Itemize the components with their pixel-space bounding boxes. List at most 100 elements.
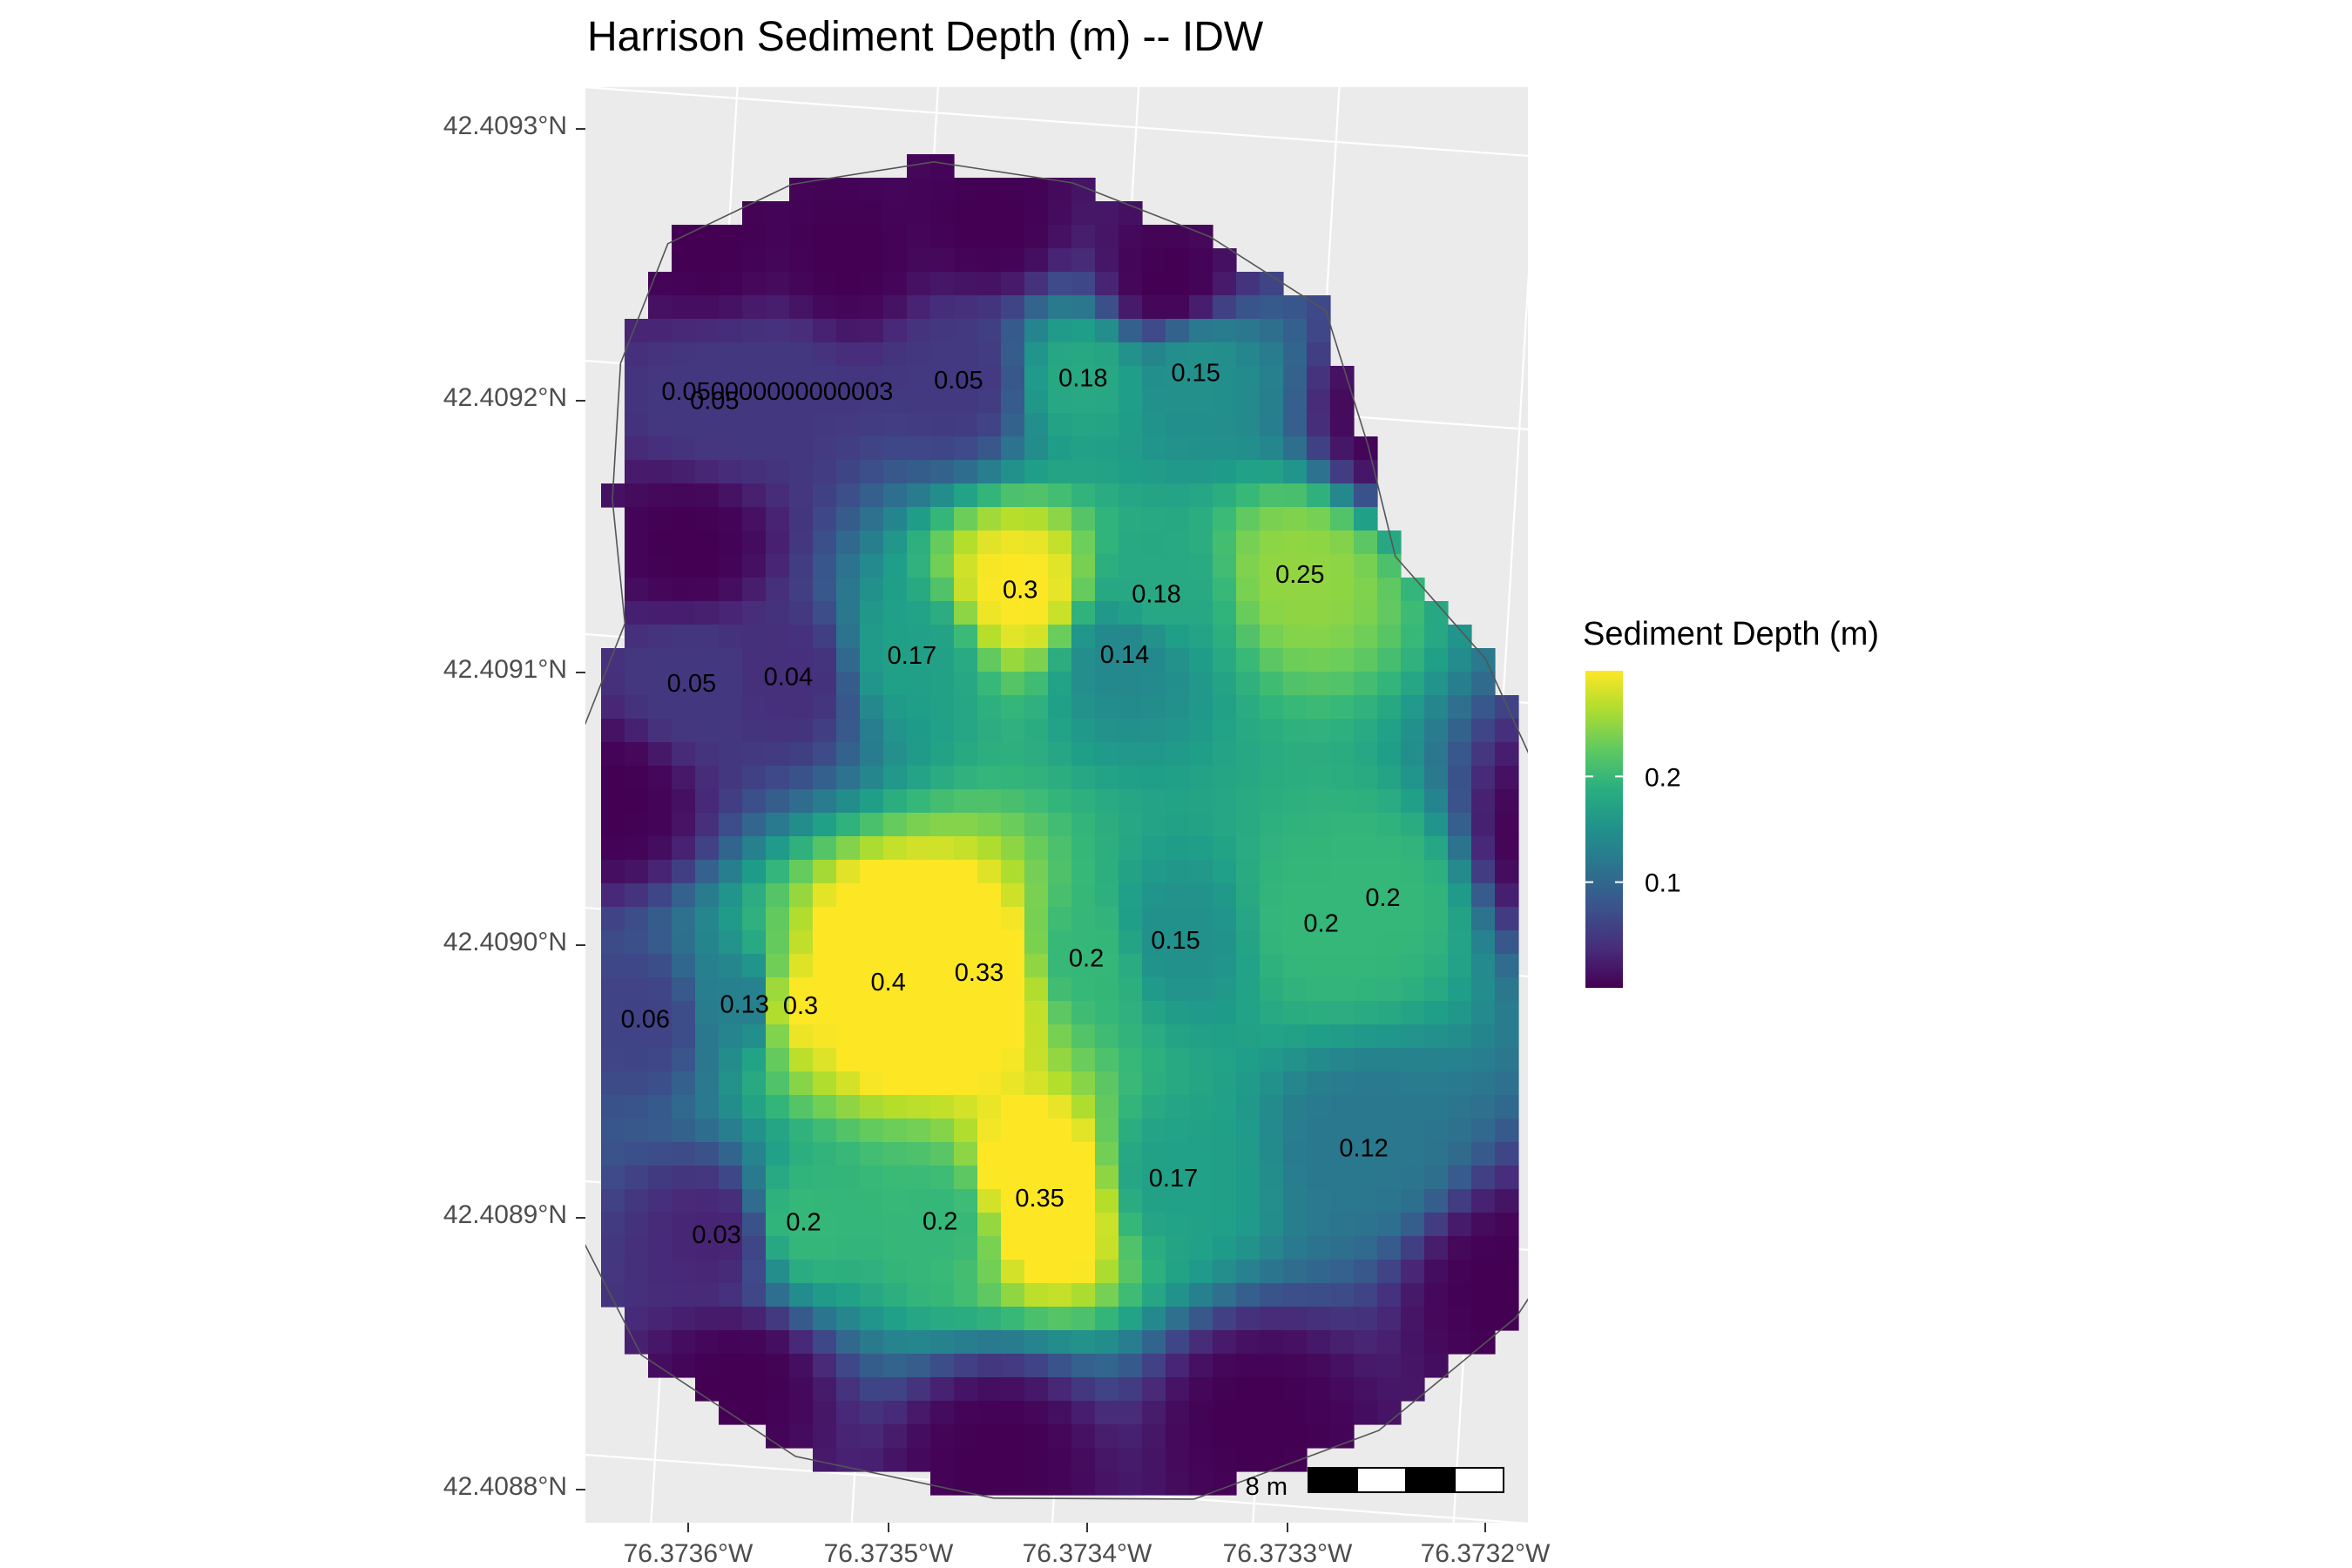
- raster-cell: [789, 1119, 814, 1143]
- raster-cell: [1424, 1307, 1449, 1331]
- raster-cell: [977, 719, 1002, 743]
- raster-cell: [860, 1001, 884, 1025]
- raster-cell: [1213, 1401, 1237, 1425]
- raster-cell: [1119, 248, 1143, 273]
- raster-cell: [1119, 272, 1143, 296]
- raster-cell: [1236, 1071, 1260, 1096]
- raster-cell: [1048, 1354, 1072, 1378]
- raster-cell: [1119, 1307, 1143, 1331]
- raster-cell: [1166, 1189, 1190, 1213]
- raster-cell: [1424, 1330, 1449, 1355]
- raster-cell: [954, 977, 978, 1002]
- raster-cell: [930, 413, 955, 437]
- raster-cell: [1166, 413, 1190, 437]
- raster-cell: [1024, 907, 1049, 931]
- raster-cell: [977, 1471, 1002, 1496]
- raster-cell: [977, 1330, 1002, 1355]
- raster-cell: [836, 836, 861, 861]
- raster-cell: [1330, 601, 1355, 625]
- raster-cell: [1048, 1142, 1072, 1166]
- raster-cell: [1024, 1354, 1049, 1378]
- raster-cell: [1213, 1448, 1237, 1472]
- raster-cell: [1048, 272, 1072, 296]
- x-tick-label: 76.3736°W: [624, 1539, 754, 1568]
- raster-cell: [1283, 883, 1308, 908]
- raster-cell: [601, 930, 625, 955]
- raster-cell: [1189, 1236, 1213, 1260]
- raster-cell: [1213, 789, 1237, 814]
- raster-cell: [1401, 719, 1425, 743]
- raster-cell: [1330, 1071, 1355, 1096]
- raster-cell: [930, 460, 955, 484]
- raster-cell: [766, 625, 790, 649]
- raster-cell: [648, 789, 672, 814]
- raster-cell: [1448, 1048, 1472, 1072]
- raster-cell: [954, 554, 978, 578]
- raster-cell: [1236, 1001, 1260, 1025]
- raster-cell: [1471, 1260, 1496, 1284]
- raster-cell: [1001, 836, 1025, 861]
- raster-cell: [907, 1189, 931, 1213]
- raster-cell: [813, 930, 837, 955]
- raster-cell: [1213, 554, 1237, 578]
- raster-cell: [1024, 1189, 1049, 1213]
- raster-cell: [625, 954, 649, 978]
- raster-cell: [625, 578, 649, 602]
- raster-cell: [1260, 977, 1284, 1002]
- raster-cell: [648, 1166, 672, 1190]
- point-label: 0.12: [1339, 1135, 1388, 1163]
- raster-cell: [907, 1166, 931, 1190]
- raster-cell: [1048, 1260, 1072, 1284]
- raster-cell: [1424, 672, 1449, 696]
- raster-cell: [1142, 1001, 1166, 1025]
- raster-cell: [907, 742, 931, 767]
- raster-cell: [672, 507, 696, 531]
- raster-cell: [648, 625, 672, 649]
- raster-cell: [954, 1189, 978, 1213]
- raster-cell: [813, 1119, 837, 1143]
- raster-cell: [1024, 1142, 1049, 1166]
- raster-cell: [883, 742, 908, 767]
- raster-cell: [860, 342, 884, 367]
- point-label: 0.04: [764, 663, 813, 691]
- raster-cell: [1001, 672, 1025, 696]
- raster-cell: [789, 272, 814, 296]
- raster-cell: [1001, 954, 1025, 978]
- raster-cell: [1095, 413, 1119, 437]
- raster-cell: [836, 578, 861, 602]
- raster-cell: [1071, 1260, 1096, 1284]
- raster-cell: [883, 954, 908, 978]
- raster-cell: [1471, 1307, 1496, 1331]
- raster-cell: [1095, 648, 1119, 672]
- raster-cell: [813, 954, 837, 978]
- raster-cell: [1260, 1142, 1284, 1166]
- raster-cell: [1448, 1095, 1472, 1119]
- raster-cell: [742, 719, 767, 743]
- raster-cell: [1119, 1119, 1143, 1143]
- raster-cell: [766, 1001, 790, 1025]
- raster-cell: [719, 1071, 743, 1096]
- raster-cell: [1471, 954, 1496, 978]
- raster-cell: [1283, 1424, 1308, 1449]
- raster-cell: [1236, 1307, 1260, 1331]
- raster-cell: [860, 695, 884, 720]
- raster-cell: [930, 601, 955, 625]
- raster-cell: [789, 977, 814, 1002]
- raster-cell: [601, 1260, 625, 1284]
- raster-cell: [719, 1330, 743, 1355]
- raster-cell: [1354, 1236, 1378, 1260]
- raster-cell: [1119, 389, 1143, 414]
- raster-cell: [954, 1283, 978, 1308]
- raster-cell: [1048, 436, 1072, 461]
- raster-cell: [1330, 507, 1355, 531]
- raster-cell: [1142, 1307, 1166, 1331]
- raster-cell: [860, 1330, 884, 1355]
- raster-cell: [954, 695, 978, 720]
- raster-cell: [930, 201, 955, 226]
- raster-cell: [648, 1024, 672, 1049]
- raster-cell: [1495, 742, 1519, 767]
- raster-cell: [1071, 1330, 1096, 1355]
- raster-cell: [977, 1142, 1002, 1166]
- raster-cell: [977, 601, 1002, 625]
- raster-cell: [1119, 1377, 1143, 1402]
